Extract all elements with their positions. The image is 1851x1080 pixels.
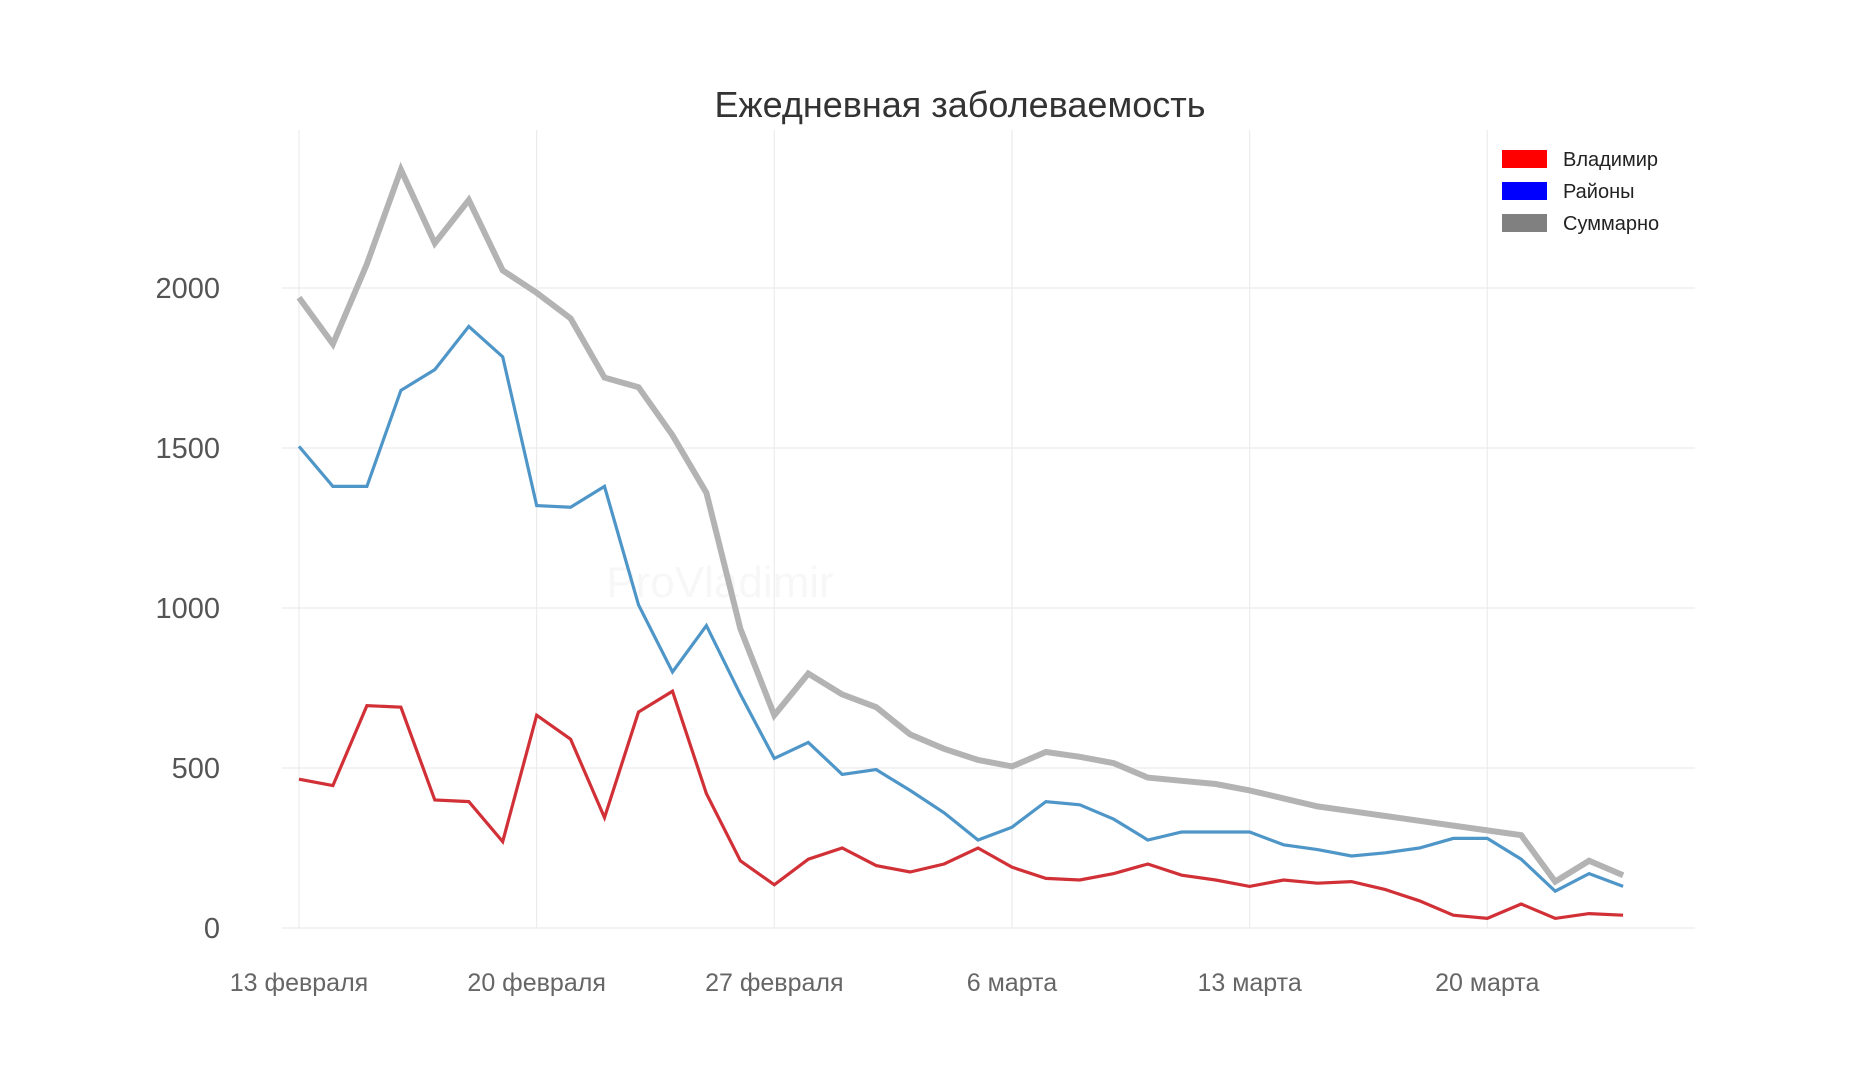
legend-swatch-districts: [1502, 182, 1547, 200]
watermark: ProVladimir: [606, 558, 833, 607]
y-tick-label: 0: [204, 913, 220, 945]
series-lines: [296, 161, 1625, 921]
legend: Владимир Районы Суммарно: [1502, 149, 1659, 235]
grid-lines: [282, 130, 1695, 929]
legend-swatch-total: [1502, 214, 1547, 232]
legend-label-vladimir: Владимир: [1563, 149, 1658, 171]
y-tick-label: 2000: [155, 273, 220, 305]
x-tick-label: 20 февраля: [467, 969, 605, 997]
y-tick-label: 500: [172, 753, 220, 785]
series-line-total: [296, 161, 1625, 886]
axis-labels: 0 500 1000 1500 2000 13 февраля 20 февраля 27 ф…: [155, 273, 1539, 997]
series-line-vladimir: [298, 688, 1624, 921]
x-tick-label: 6 марта: [967, 969, 1057, 997]
x-tick-label: 13 марта: [1197, 969, 1301, 997]
legend-label-total: Суммарно: [1563, 213, 1659, 235]
chart-title: Ежедневная заболеваемость: [715, 84, 1206, 125]
y-tick-label: 1000: [155, 593, 220, 625]
legend-swatch-vladimir: [1502, 150, 1547, 168]
y-tick-label: 1500: [155, 433, 220, 465]
x-tick-label: 13 февраля: [230, 969, 368, 997]
series-line-districts: [297, 324, 1624, 894]
legend-label-districts: Районы: [1563, 181, 1635, 203]
x-tick-label: 20 марта: [1435, 969, 1539, 997]
x-tick-label: 27 февраля: [705, 969, 843, 997]
